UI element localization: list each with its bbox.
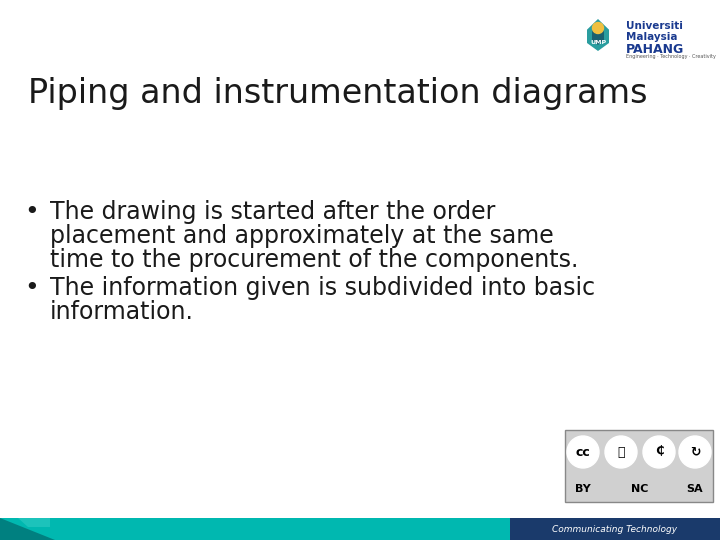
Polygon shape [592,23,604,45]
Text: PAHANG: PAHANG [626,43,684,56]
Text: cc: cc [575,446,590,458]
Text: ₵: ₵ [654,446,663,458]
Text: BY: BY [575,484,591,494]
Circle shape [679,436,711,468]
Polygon shape [587,19,609,51]
Circle shape [567,436,599,468]
Circle shape [593,23,603,33]
Text: The drawing is started after the order: The drawing is started after the order [50,200,495,224]
Bar [565,430,713,502]
Polygon shape [0,518,55,540]
Circle shape [605,436,637,468]
Text: •: • [24,276,40,300]
Text: placement and approximately at the same: placement and approximately at the same [50,224,554,248]
Text: UMP: UMP [590,40,606,45]
Text: Malaysia: Malaysia [626,32,678,42]
Text: The information given is subdivided into basic: The information given is subdivided into… [50,276,595,300]
Bar [0,518,720,540]
Circle shape [643,436,675,468]
Text: Communicating Technology: Communicating Technology [552,524,678,534]
Text: •: • [24,200,40,224]
Text: ↻: ↻ [690,446,701,458]
Text: information.: information. [50,300,194,324]
Bar [510,518,720,540]
Text: Universiti: Universiti [626,21,683,31]
Text: Engineering · Technology · Creativity: Engineering · Technology · Creativity [626,54,716,59]
Text: Piping and instrumentation diagrams: Piping and instrumentation diagrams [28,77,647,110]
Text: time to the procurement of the components.: time to the procurement of the component… [50,248,578,272]
Text: ⓘ: ⓘ [617,446,625,458]
Text: SA: SA [687,484,703,494]
Polygon shape [18,518,50,527]
Text: NC: NC [631,484,649,494]
